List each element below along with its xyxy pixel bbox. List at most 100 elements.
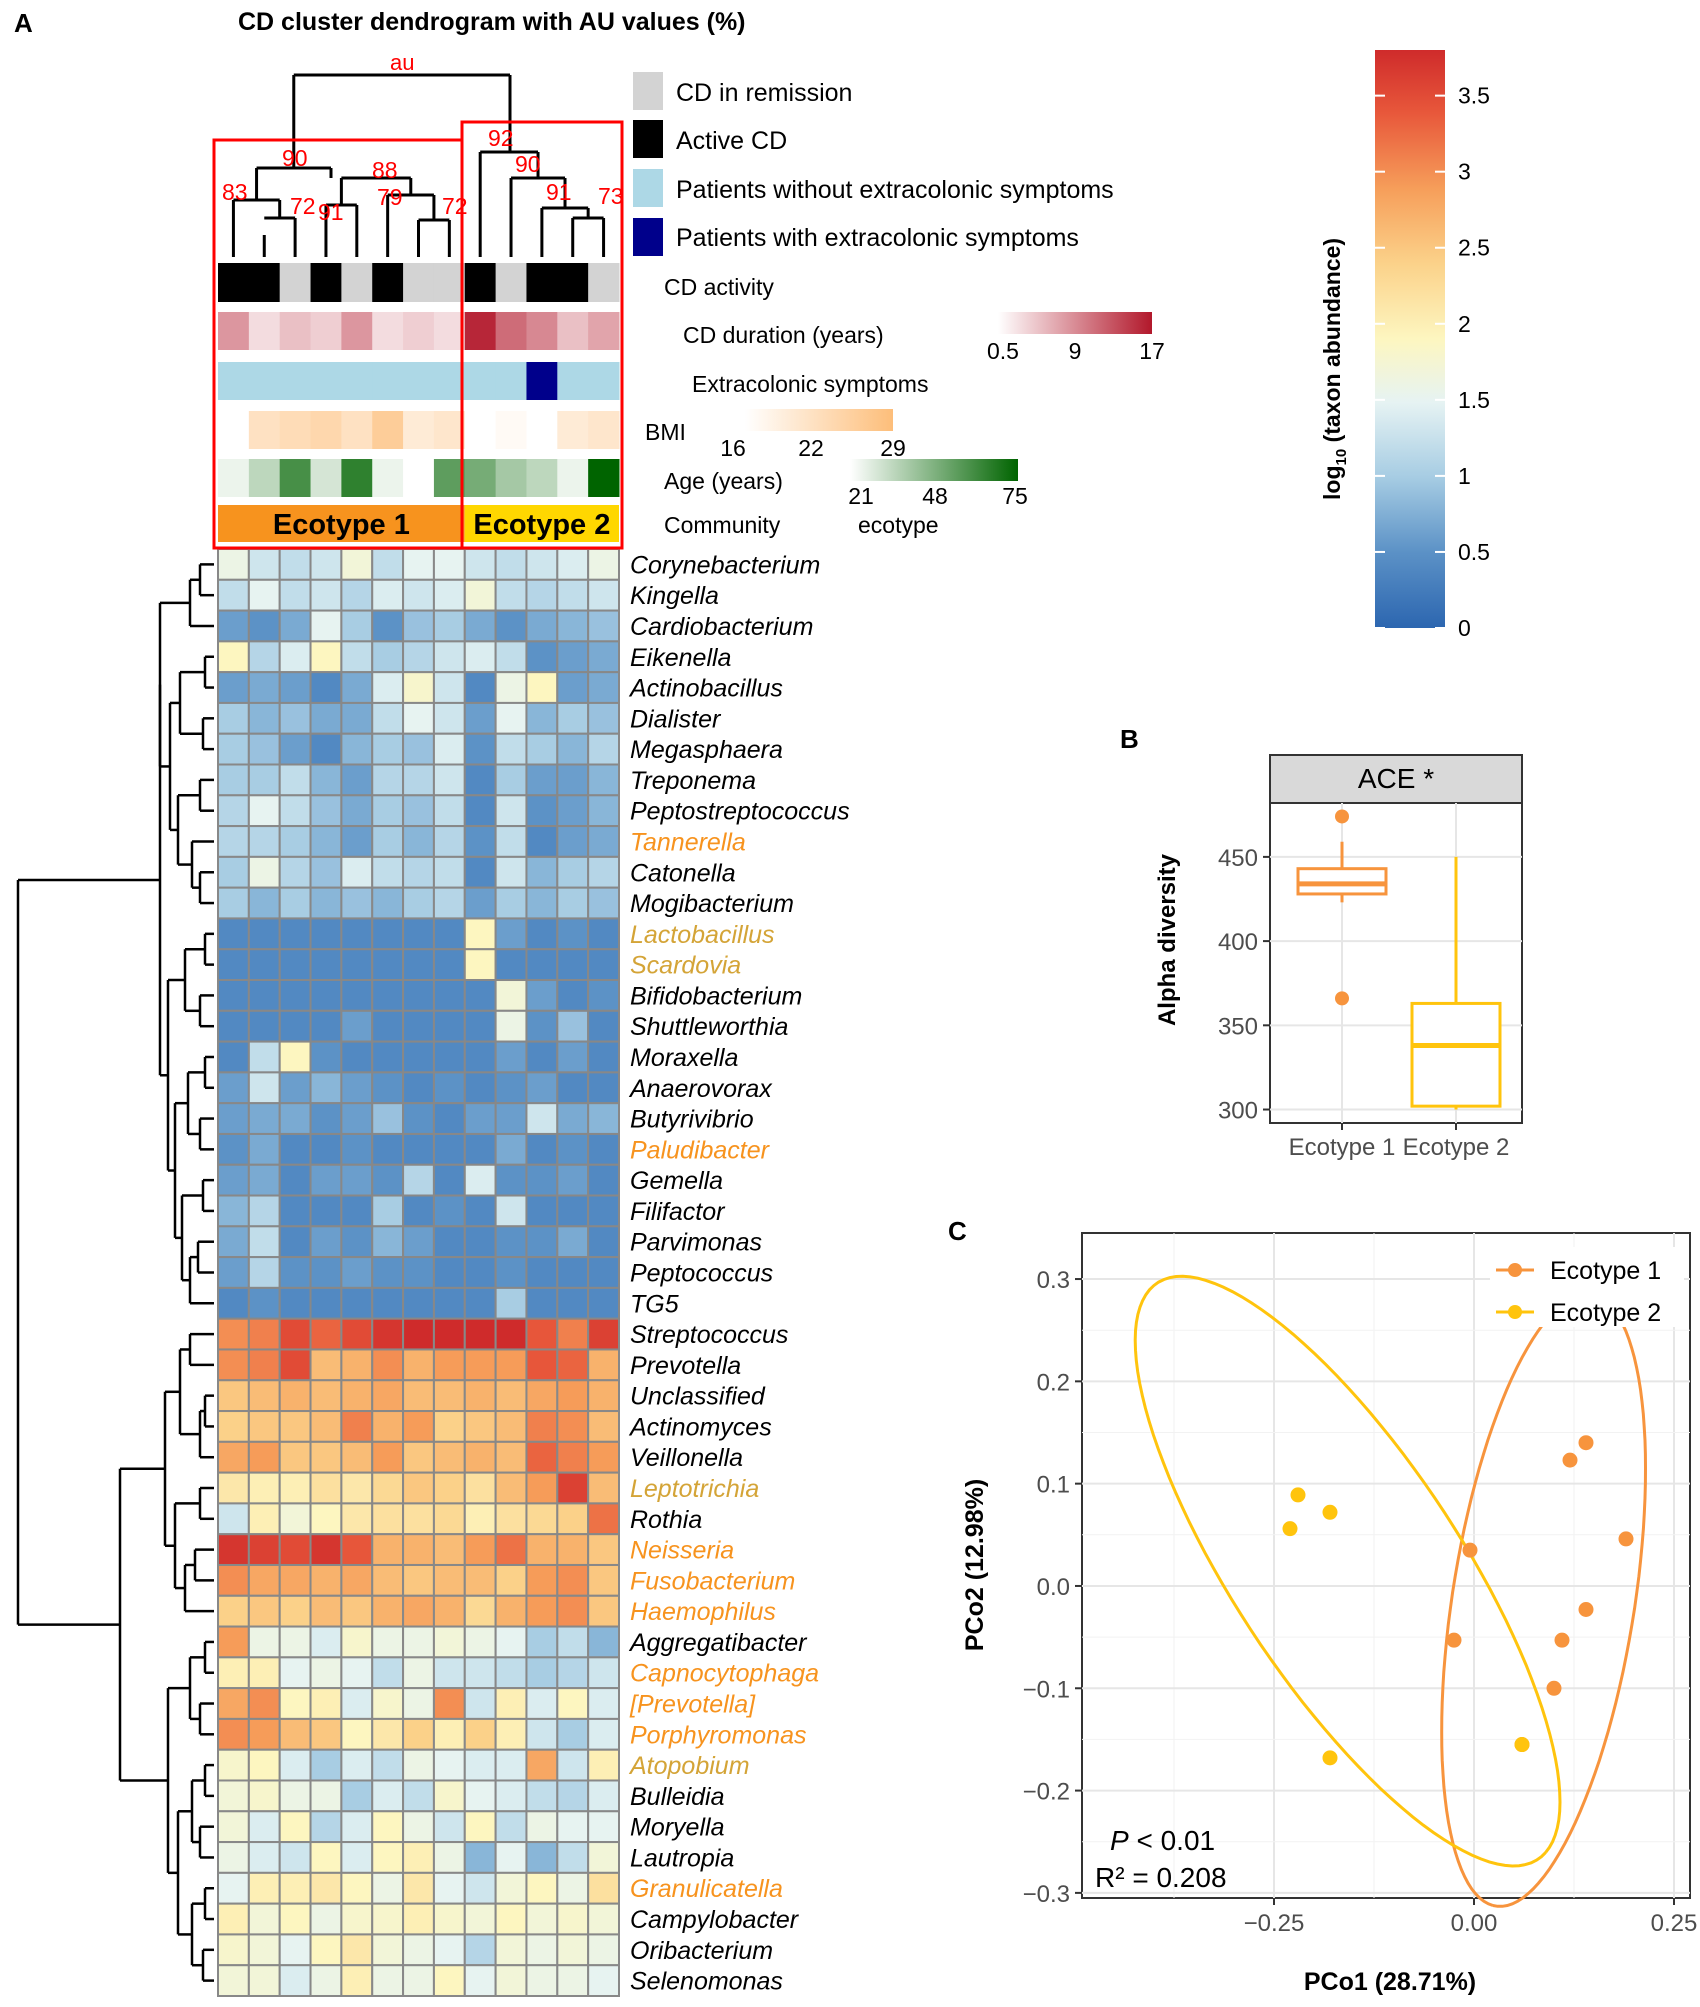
cd-duration-scale-max: 17 <box>1139 338 1165 364</box>
heatmap-cell <box>587 1533 621 1566</box>
age-cell <box>248 459 281 497</box>
heatmap-cell <box>556 794 590 828</box>
heatmap-cell <box>278 763 312 797</box>
heatmap-cell <box>556 1594 590 1628</box>
heatmap-cell <box>525 855 559 889</box>
heatmap-cell <box>371 1933 405 1967</box>
heatmap-cell <box>340 1009 374 1043</box>
heatmap-cell <box>278 701 312 735</box>
heatmap-cell <box>371 1163 405 1197</box>
age-scale-max: 75 <box>1002 483 1028 509</box>
heatmap-cell <box>402 855 435 889</box>
heatmap-cell <box>278 1256 312 1289</box>
heatmap-cell <box>309 1933 343 1967</box>
panel-label-b: B <box>1120 724 1139 754</box>
heatmap-cell <box>432 548 466 581</box>
heatmap-cell <box>340 886 374 920</box>
column-dendrogram <box>231 73 606 257</box>
heatmap-cell <box>587 1379 621 1413</box>
legend-swatch-remission <box>633 72 663 110</box>
cd-duration-cell <box>279 312 312 350</box>
heatmap-cell <box>217 1933 250 1967</box>
heatmap-cell <box>309 1317 343 1351</box>
heatmap-cell <box>494 1071 528 1105</box>
extracolonic-cell <box>310 362 342 400</box>
pcoa-point-1 <box>1578 1435 1594 1451</box>
heatmap-cell <box>247 886 281 920</box>
heatmap-cell <box>340 1810 374 1844</box>
heatmap-cell <box>463 1009 497 1043</box>
heatmap-cell <box>371 1902 405 1936</box>
row-label: Treponema <box>630 767 756 795</box>
heatmap-cell <box>556 640 590 674</box>
heatmap-cell <box>217 1102 250 1135</box>
heatmap-cell <box>402 1841 435 1874</box>
heatmap-cell <box>556 1502 590 1536</box>
heatmap-cell <box>247 1841 281 1874</box>
heatmap-cell <box>587 1225 621 1259</box>
heatmap-cell <box>402 948 435 982</box>
heatmap-cell <box>556 1933 590 1967</box>
bmi-cell <box>464 411 497 449</box>
au-value: 72 <box>442 193 468 219</box>
heatmap-cell <box>247 1656 281 1690</box>
heatmap-cell <box>525 1533 559 1566</box>
heatmap-cell <box>432 1163 466 1197</box>
heatmap-cell <box>217 1779 250 1813</box>
heatmap-cell <box>217 1964 250 1998</box>
heatmap-cell <box>278 1687 312 1720</box>
heatmap-cell <box>556 825 590 858</box>
boxplot-strip <box>1269 754 1523 804</box>
row-label: Tannerella <box>630 828 746 856</box>
row-dendrogram <box>16 563 214 1982</box>
legend-swatch-active <box>633 120 663 158</box>
heatmap-cell <box>587 979 621 1012</box>
heatmap-cell <box>340 732 374 766</box>
bmi-cell <box>433 411 466 449</box>
heatmap-cell <box>340 1964 374 1998</box>
heatmap-cell <box>587 917 621 951</box>
heatmap-cell <box>556 1194 590 1228</box>
heatmap-cell <box>494 825 528 858</box>
heatmap-cell <box>217 548 250 581</box>
heatmap-cell <box>247 1502 281 1536</box>
ecotype-bar-1 <box>218 505 465 542</box>
heatmap-cell <box>309 1841 343 1874</box>
legend-dot-ecotype1 <box>1508 1263 1522 1277</box>
heatmap-cell <box>587 1810 621 1844</box>
heatmap-cell <box>402 1717 435 1751</box>
heatmap-cell <box>432 1132 466 1166</box>
heatmap-cell <box>463 886 497 920</box>
heatmap-cell <box>247 640 281 674</box>
pcoa-ellipse-2 <box>1133 1274 1562 1868</box>
heatmap-cell <box>587 1194 621 1228</box>
heatmap-cell <box>340 917 374 951</box>
heatmap-cell <box>463 1902 497 1936</box>
heatmap-cell <box>556 1533 590 1566</box>
extracolonic-cell <box>372 362 404 400</box>
heatmap-cell <box>247 609 281 643</box>
bmi-scale-bar <box>745 409 893 431</box>
heatmap-cell <box>525 1040 559 1074</box>
heatmap-cell <box>432 1533 466 1566</box>
heatmap-cell <box>463 1533 497 1566</box>
heatmap-cell <box>278 1040 312 1074</box>
heatmap-cell <box>432 671 466 704</box>
heatmap-cell <box>402 1779 435 1813</box>
pcoa-point-1 <box>1446 1632 1462 1648</box>
heatmap-cell <box>340 1102 374 1135</box>
heatmap-cell <box>463 732 497 766</box>
heatmap-cell <box>340 1379 374 1413</box>
heatmap-cell <box>309 1779 343 1813</box>
heatmap-cell <box>217 1225 250 1259</box>
heatmap-cell <box>217 1471 250 1505</box>
heatmap-cell <box>587 1656 621 1690</box>
heatmap-cell <box>309 732 343 766</box>
row-label: Catonella <box>630 859 736 887</box>
heatmap-cell <box>247 1810 281 1844</box>
heatmap-cell <box>247 548 281 581</box>
heatmap-cell <box>494 1533 528 1566</box>
heatmap-cell <box>278 1009 312 1043</box>
heatmap-cell <box>432 1902 466 1936</box>
heatmap-cell <box>402 1440 435 1474</box>
